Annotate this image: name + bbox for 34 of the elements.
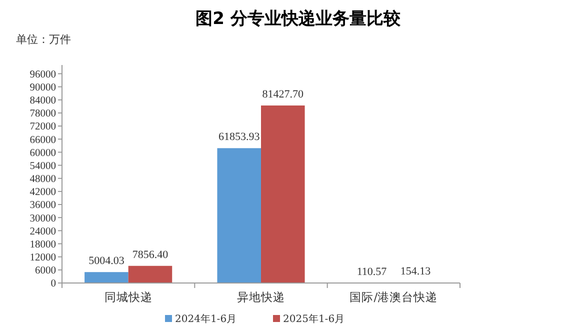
y-axis-title: 单位：万件 [16,33,71,46]
data-label: 61853.93 [218,131,260,144]
legend-label: 2025年1-6月 [283,313,345,325]
y-tick-label: 18000 [30,239,56,250]
data-label: 154.13 [400,266,432,278]
y-tick-label: 0 [50,278,56,290]
y-tick-label: 12000 [30,252,56,264]
data-label: 81427.70 [262,88,304,100]
x-tick-label: 同城快递 [104,290,152,304]
y-tick-label: 96000 [30,69,56,80]
x-tick-label: 国际/港澳台快递 [350,290,438,304]
y-tick-label: 30000 [30,213,56,224]
y-tick-label: 54000 [30,160,56,172]
bar [128,266,172,283]
data-label: 5004.03 [88,255,125,268]
y-tick-label: 42000 [30,187,56,198]
y-tick-label: 36000 [30,200,56,212]
y-tick-label: 84000 [30,96,56,107]
data-label: 7856.40 [132,248,169,261]
bar [217,148,261,283]
y-tick-label: 90000 [30,82,56,94]
bar [84,272,128,283]
y-tick-label: 24000 [30,226,56,238]
legend-label: 2024年1-6月 [175,313,237,325]
y-tick-label: 78000 [30,108,56,120]
x-tick-label: 异地快递 [237,290,285,304]
data-label: 110.57 [356,266,388,278]
y-tick-label: 72000 [30,122,56,133]
y-tick-label: 48000 [30,174,56,186]
bar [261,105,305,283]
y-tick-label: 66000 [30,134,56,146]
y-tick-label: 6000 [35,266,56,277]
chart-title: 图2 分专业快递业务量比较 [196,9,402,29]
y-tick-label: 60000 [30,148,56,159]
